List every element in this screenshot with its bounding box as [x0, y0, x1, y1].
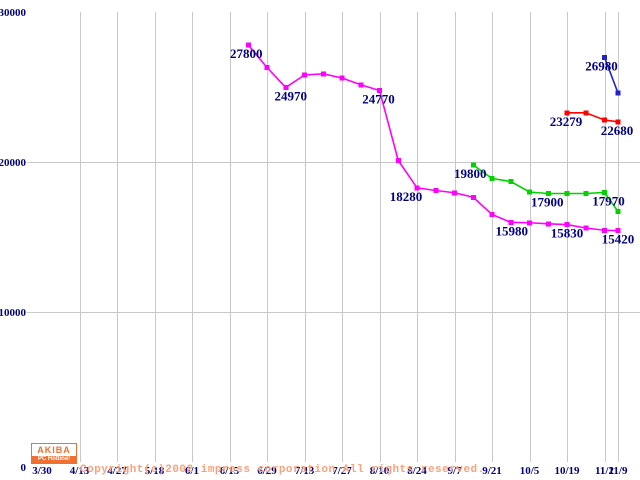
data-point-marker-green: [615, 209, 621, 214]
data-point-marker-magenta: [264, 65, 270, 70]
data-point-marker-green: [489, 176, 495, 181]
y-tick-label: 30000: [0, 7, 27, 19]
value-label: 23279: [550, 114, 583, 129]
logo-akiba-text: AKIBA: [32, 444, 76, 456]
series-line-red: [567, 112, 619, 123]
data-point-marker-green: [545, 191, 551, 196]
x-tick-label: 7/13: [295, 465, 315, 477]
data-point-marker-magenta: [527, 220, 532, 226]
value-label: 15420: [602, 232, 635, 247]
x-tick-label: 8/10: [370, 465, 390, 477]
data-point-marker-magenta: [377, 87, 382, 93]
x-tick-label: 6/15: [220, 465, 240, 477]
data-point-marker-magenta: [395, 158, 401, 163]
value-label: 15830: [551, 226, 584, 241]
value-label: 17900: [531, 195, 564, 210]
value-label: 27800: [230, 46, 263, 61]
x-tick-label: 8/24: [407, 465, 427, 477]
x-tick-label: 5/18: [145, 465, 165, 477]
data-point-marker-red: [602, 117, 607, 123]
watermark-text: Copyright(c)2002 impress corporation All…: [80, 443, 485, 480]
x-tick-label: 3/30: [32, 465, 52, 477]
x-tick-label: 6/1: [185, 465, 199, 477]
x-tick-label: 11/9: [609, 465, 628, 477]
value-label: 26980: [585, 58, 618, 73]
data-point-marker-magenta: [615, 228, 621, 234]
y-tick-label: 20000: [0, 157, 27, 169]
data-point-marker-magenta: [602, 227, 607, 233]
watermark: AKIBA PC Hotline! Copyright(c)2002 impre…: [31, 443, 485, 480]
x-tick-label: 7/27: [332, 465, 352, 477]
value-label: 17970: [592, 193, 625, 208]
akiba-pc-hotline-logo: AKIBA PC Hotline!: [31, 443, 77, 464]
data-point-marker-green: [508, 179, 514, 184]
data-point-marker-magenta: [320, 71, 326, 77]
y-tick-label: 0: [21, 462, 27, 474]
data-point-marker-blue: [602, 54, 607, 60]
data-point-marker-magenta: [433, 188, 439, 193]
data-point-marker-red: [583, 110, 589, 116]
data-point-marker-magenta: [489, 212, 495, 217]
data-point-marker-magenta: [302, 72, 307, 78]
data-point-marker-green: [583, 191, 589, 196]
value-label: 19800: [454, 166, 487, 181]
value-label: 15980: [496, 223, 529, 238]
series-line-blue: [603, 57, 619, 94]
x-tick-label: 4/27: [107, 465, 127, 477]
logo-pc-hotline-text: PC Hotline!: [32, 456, 76, 463]
x-tick-label: 10/19: [554, 465, 580, 477]
data-point-marker-green: [527, 189, 532, 195]
value-label: 24770: [362, 91, 395, 106]
data-point-marker-blue: [615, 90, 621, 96]
y-tick-label: 10000: [0, 307, 27, 319]
value-label: 24970: [275, 88, 308, 103]
data-point-marker-magenta: [283, 84, 289, 90]
data-point-marker-magenta: [545, 221, 551, 227]
data-point-marker-green: [602, 189, 607, 195]
data-point-marker-green: [470, 162, 476, 168]
data-point-marker-magenta: [339, 75, 345, 81]
data-point-marker-magenta: [583, 225, 589, 231]
data-point-marker-magenta: [452, 190, 457, 196]
x-tick-label: 4/13: [70, 465, 90, 477]
x-tick-label: 9/7: [447, 465, 462, 477]
data-point-marker-magenta: [358, 82, 364, 88]
data-point-marker-magenta: [414, 185, 420, 191]
copyright-line: Copyright(c)2002 impress corporation All…: [80, 464, 485, 476]
value-label: 22680: [601, 123, 634, 138]
x-tick-label: 9/21: [482, 465, 502, 477]
data-point-marker-magenta: [470, 194, 476, 200]
x-tick-label: 10/5: [520, 465, 540, 477]
x-tick-label: 6/29: [257, 465, 277, 477]
value-label: 18280: [390, 189, 423, 204]
data-point-marker-magenta: [564, 222, 570, 228]
data-point-marker-red: [615, 119, 621, 125]
x-tick-label: 11/2: [595, 465, 614, 477]
data-point-marker-magenta: [508, 219, 514, 225]
data-point-marker-green: [564, 191, 570, 196]
data-point-marker-magenta: [245, 42, 251, 48]
data-point-marker-red: [564, 110, 570, 116]
